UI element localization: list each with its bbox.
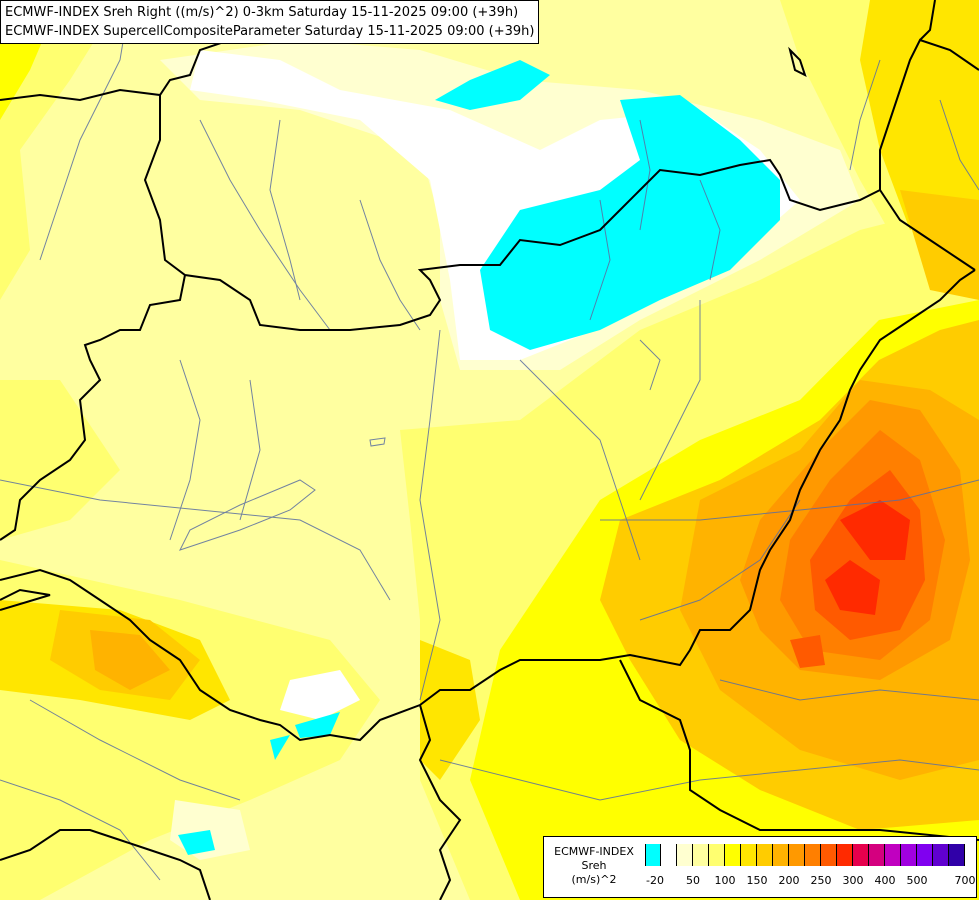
legend-swatch xyxy=(821,844,837,866)
title-line-2: ECMWF-INDEX SupercellCompositeParameter … xyxy=(5,24,535,39)
legend-swatch xyxy=(645,844,661,866)
negative-helicity-area xyxy=(480,95,780,350)
legend-tick-label: 400 xyxy=(874,874,896,887)
legend-tick-label: 250 xyxy=(810,874,832,887)
legend-tick-label: 100 xyxy=(714,874,736,887)
legend-swatch xyxy=(869,844,885,866)
legend-swatch xyxy=(901,844,917,866)
legend-tick-label: 50 xyxy=(686,874,700,887)
legend-tick-label: -20 xyxy=(646,874,664,887)
legend-swatch xyxy=(789,844,805,866)
legend-swatch xyxy=(709,844,725,866)
legend-swatches xyxy=(645,844,965,866)
legend-swatch xyxy=(741,844,757,866)
map-title-box: ECMWF-INDEX Sreh Right ((m/s)^2) 0-3km S… xyxy=(0,0,540,44)
legend-swatch xyxy=(677,844,693,866)
legend-swatch xyxy=(917,844,933,866)
legend-tick-label: 200 xyxy=(778,874,800,887)
legend-swatch xyxy=(773,844,789,866)
legend-swatch xyxy=(853,844,869,866)
legend-swatch xyxy=(725,844,741,866)
legend-unit: (m/s)^2 xyxy=(571,873,617,886)
legend-label: ECMWF-INDEX Sreh (m/s)^2 xyxy=(548,845,640,887)
legend-tick-label: 700 xyxy=(954,874,976,887)
legend-tick-label: 300 xyxy=(842,874,864,887)
color-legend: ECMWF-INDEX Sreh (m/s)^2 -20 50 100 150 200 2… xyxy=(543,836,977,898)
legend-swatch xyxy=(757,844,773,866)
legend-swatch xyxy=(885,844,901,866)
legend-swatch xyxy=(661,844,677,866)
rivers xyxy=(0,0,979,881)
legend-model: ECMWF-INDEX xyxy=(554,845,634,858)
legend-swatch xyxy=(949,844,965,866)
legend-swatch xyxy=(693,844,709,866)
legend-tick-label: 500 xyxy=(906,874,928,887)
legend-variable: Sreh xyxy=(581,859,607,872)
legend-tick-label: 150 xyxy=(746,874,768,887)
legend-ticks: -20 50 100 150 200 250 300 400 500 700 xyxy=(645,874,975,888)
legend-swatch xyxy=(933,844,949,866)
legend-swatch xyxy=(837,844,853,866)
title-line-1: ECMWF-INDEX Sreh Right ((m/s)^2) 0-3km S… xyxy=(5,5,519,20)
legend-swatch xyxy=(805,844,821,866)
